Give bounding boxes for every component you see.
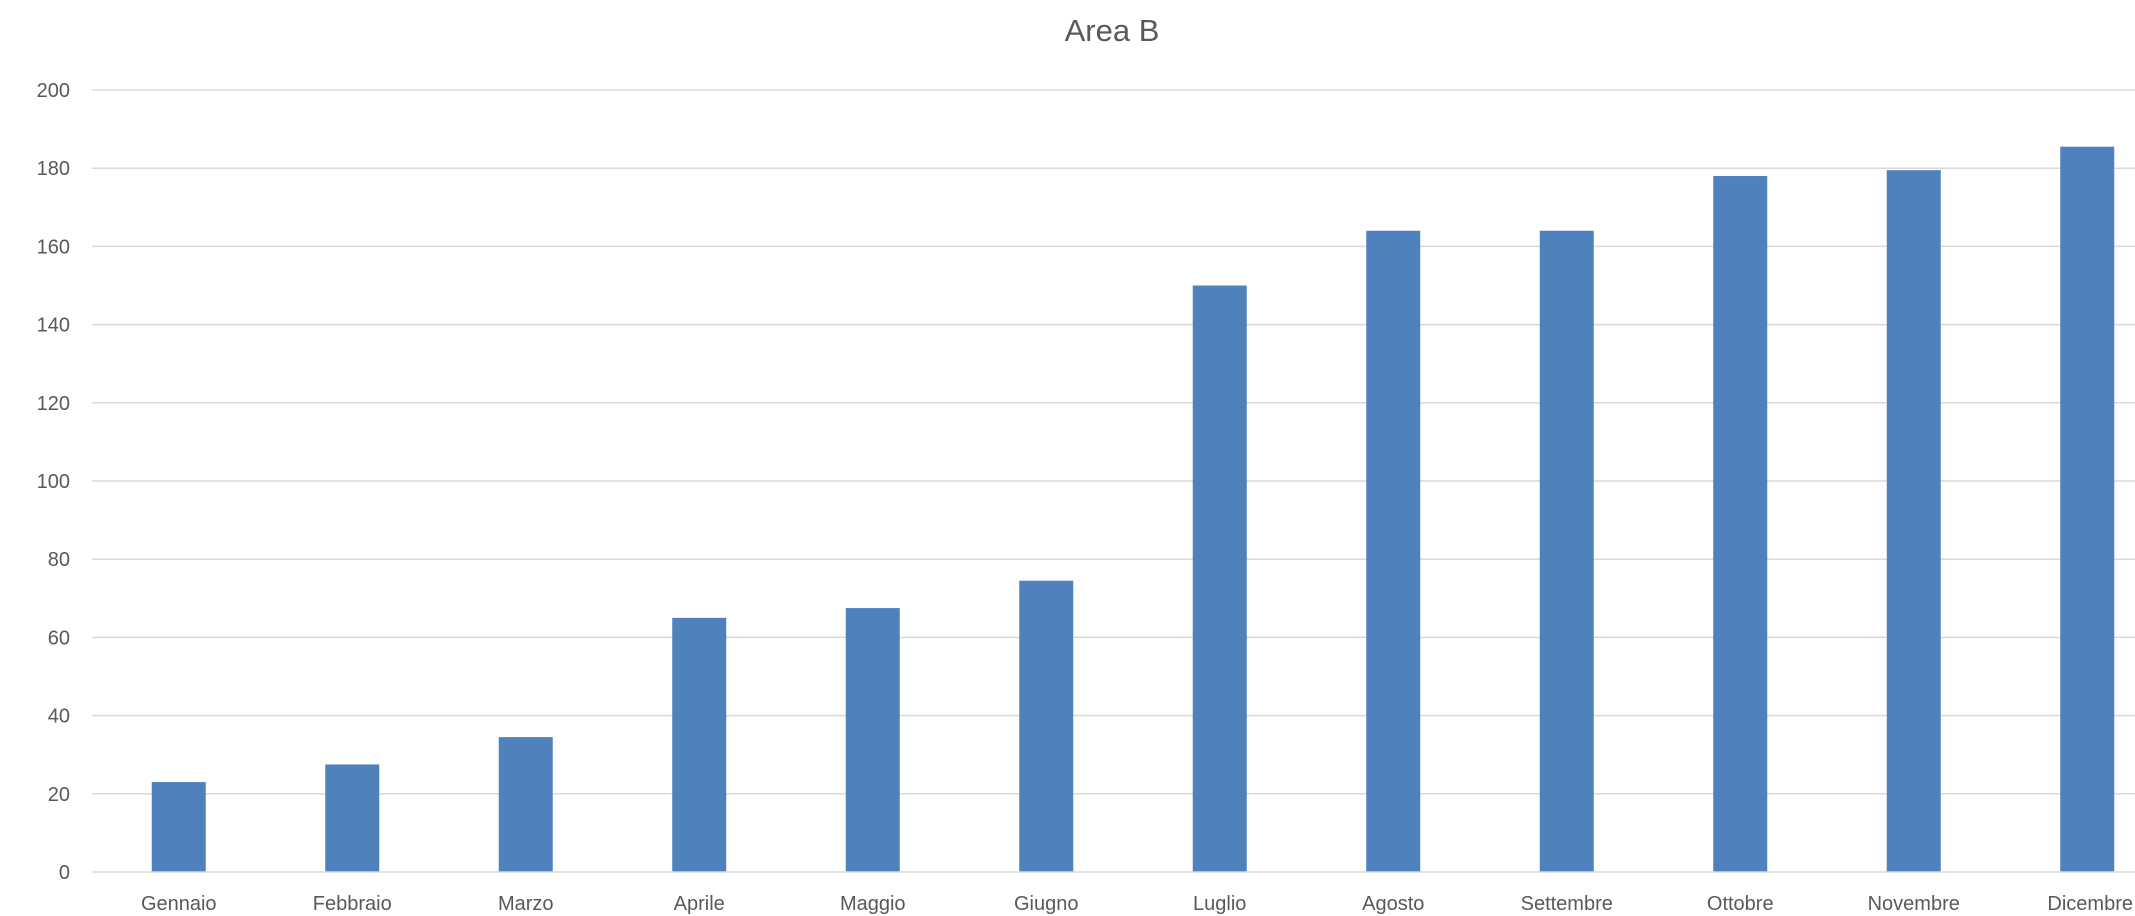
x-tick-label: Luglio (1193, 893, 1246, 915)
chart-title: Area B (1065, 13, 1160, 48)
y-tick-label: 20 (48, 784, 70, 806)
x-tick-label: Dicembre (2047, 893, 2133, 915)
gridlines (92, 90, 2135, 794)
y-axis-tick-labels: 0 20 40 60 80 100 120 140 160 180 200 (37, 80, 70, 884)
x-tick-label: Settembre (1521, 893, 1613, 915)
y-tick-label: 160 (37, 236, 70, 258)
y-tick-label: 120 (37, 393, 70, 415)
x-tick-label: Aprile (674, 893, 725, 915)
y-tick-label: 40 (48, 706, 70, 728)
bar (1193, 286, 1247, 873)
y-tick-label: 0 (59, 862, 70, 884)
x-tick-label: Agosto (1362, 893, 1424, 915)
bar (1713, 176, 1767, 872)
x-tick-label: Febbraio (313, 893, 392, 915)
bar (1540, 231, 1594, 872)
bar (152, 782, 206, 872)
x-tick-label: Gennaio (141, 893, 217, 915)
x-tick-label: Ottobre (1707, 893, 1774, 915)
bar-series (152, 147, 2115, 872)
y-tick-label: 60 (48, 627, 70, 649)
bar (672, 618, 726, 872)
y-tick-label: 140 (37, 315, 70, 337)
x-tick-label: Giugno (1014, 893, 1079, 915)
bar (325, 764, 379, 872)
y-tick-label: 180 (37, 158, 70, 180)
x-axis-tick-labels: Gennaio Febbraio Marzo Aprile Maggio Giugno Lu… (141, 893, 2133, 915)
x-tick-label: Marzo (498, 893, 554, 915)
bar (2060, 147, 2114, 872)
bar (1019, 581, 1073, 872)
y-tick-label: 200 (37, 80, 70, 102)
x-tick-label: Maggio (840, 893, 906, 915)
y-tick-label: 80 (48, 549, 70, 571)
bar (499, 737, 553, 872)
bar (1366, 231, 1420, 872)
bar (846, 608, 900, 872)
y-tick-label: 100 (37, 471, 70, 493)
bar (1887, 170, 1941, 872)
x-tick-label: Novembre (1868, 893, 1960, 915)
